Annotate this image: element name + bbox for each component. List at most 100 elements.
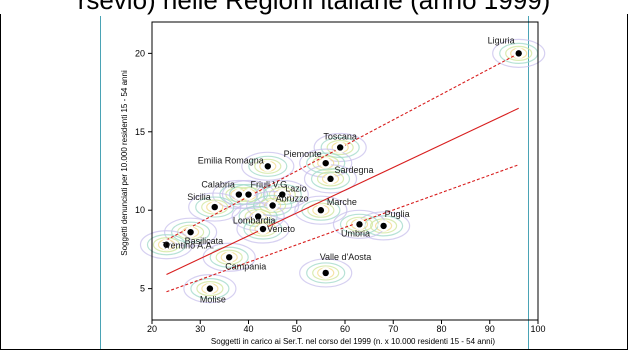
y-tick-label: 20	[135, 48, 145, 58]
point-label-umbria: Umbria	[341, 228, 370, 238]
density-contour	[313, 132, 367, 163]
density-contour	[312, 265, 340, 281]
point-label-marche: Marche	[327, 197, 357, 207]
figure-caption: rsevio) nelle Regioni italiane (anno 199…	[77, 0, 551, 15]
ci-upper-line	[166, 52, 519, 241]
x-tick-label: 100	[530, 324, 545, 334]
ci-lower-line	[166, 164, 519, 293]
density-contour	[306, 152, 346, 174]
density-contour	[259, 197, 287, 214]
x-tick-label: 40	[243, 324, 253, 334]
point-marche	[317, 207, 325, 214]
point-umbria	[356, 221, 363, 228]
point-label-puglia: Puglia	[385, 209, 410, 219]
density-contour	[190, 278, 230, 300]
point-sardegna	[327, 175, 334, 183]
point-sicilia	[211, 203, 218, 211]
density-contour	[345, 216, 374, 232]
point-label-molise: Molise	[200, 295, 226, 305]
x-tick-label: 90	[485, 324, 495, 334]
y-tick-label: 10	[135, 205, 145, 215]
point-molise	[206, 285, 214, 292]
density-contour	[312, 155, 340, 171]
point-label-trentino-a-a: Trentino A.A.	[162, 241, 214, 251]
density-contour	[268, 186, 296, 203]
density-contour	[152, 237, 181, 253]
data-points	[160, 47, 525, 295]
x-tick-label: 80	[436, 324, 446, 334]
density-contour	[171, 221, 211, 243]
point-label-valle-d-aosta: Valle d'Aosta	[320, 252, 372, 262]
density-contour	[254, 158, 282, 174]
density-contour	[310, 168, 351, 190]
density-contour	[183, 274, 237, 304]
point-valle-d-aosta	[322, 269, 329, 277]
point-lombardia	[254, 213, 262, 220]
point-label-veneto: Veneto	[267, 224, 295, 234]
density-contour	[326, 139, 354, 156]
regression-lines	[166, 52, 519, 293]
point-label-friuli-v-g: Friuli V.G.	[251, 180, 290, 190]
density-contour	[201, 199, 229, 215]
density-contour	[146, 234, 187, 256]
density-contour	[195, 196, 235, 218]
y-axis-title: Soggetti denunciati per 10.000 residenti…	[120, 70, 129, 256]
point-label-liguria: Liguria	[488, 35, 515, 45]
point-label-emilia-romagna: Emilia Romagna	[198, 155, 264, 165]
point-label-piemonte: Piemonte	[284, 149, 322, 159]
point-label-sicilia: Sicilia	[187, 192, 211, 202]
x-tick-label: 60	[340, 324, 350, 334]
density-contour	[188, 192, 242, 222]
y-tick-label: 15	[135, 127, 145, 137]
density-contour	[139, 230, 194, 260]
density-contour	[316, 171, 345, 187]
density-contour	[246, 190, 300, 221]
point-friuli-v-g	[245, 191, 252, 198]
point-calabria	[235, 191, 243, 198]
point-label-abruzzo: Abruzzo	[276, 194, 309, 204]
density-contour	[492, 38, 546, 68]
point-lazio	[279, 191, 286, 198]
point-basilicata	[187, 228, 194, 236]
point-toscana	[336, 144, 344, 151]
x-tick-label: 30	[195, 324, 205, 334]
point-label-basilicata: Basilicata	[185, 236, 224, 246]
point-campania	[226, 254, 233, 261]
point-veneto	[259, 225, 267, 233]
point-label-sardegna: Sardegna	[335, 165, 374, 175]
x-axis-title: Soggetti in carico ai Ser.T. nel corso d…	[211, 337, 496, 346]
point-piemonte	[322, 159, 329, 167]
point-abruzzo	[269, 202, 276, 209]
density-contour	[306, 262, 346, 284]
point-puglia	[380, 222, 387, 230]
axes: 20 30 40 50 60 70 80 90 100 5 10 15 20 Soggetti in ca…	[120, 48, 546, 346]
x-tick-label: 70	[388, 324, 398, 334]
density-contour	[249, 221, 277, 237]
density-contour	[244, 208, 272, 225]
point-label-lazio: Lazio	[285, 184, 307, 194]
point-trentino-a-a	[163, 241, 170, 248]
fit-line	[166, 107, 519, 276]
density-contour	[209, 246, 249, 268]
x-tick-label: 50	[292, 324, 302, 334]
point-liguria	[515, 50, 522, 57]
point-label-toscana: Toscana	[323, 131, 357, 141]
density-contour	[241, 151, 295, 181]
point-label-campania: Campania	[225, 261, 266, 271]
y-tick-label: 5	[140, 284, 145, 294]
point-emilia-romagna	[264, 163, 271, 170]
x-tick-label: 20	[147, 324, 157, 334]
point-label-lombardia: Lombardia	[233, 215, 276, 225]
density-contour	[294, 195, 348, 225]
density-contour	[248, 155, 288, 177]
density-contour	[215, 249, 243, 265]
density-contour	[164, 217, 218, 247]
density-contour	[299, 258, 353, 288]
density-contour	[307, 202, 335, 218]
density-contour	[320, 136, 360, 159]
density-contour	[196, 281, 224, 297]
density-contour	[212, 179, 266, 210]
point-label-calabria: Calabria	[201, 180, 235, 190]
